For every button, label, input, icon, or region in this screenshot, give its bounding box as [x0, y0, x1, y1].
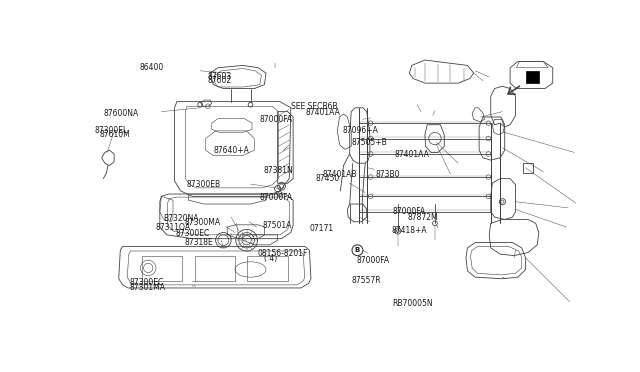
Text: 87300EC: 87300EC	[129, 279, 164, 288]
Text: 87603: 87603	[208, 72, 232, 81]
Polygon shape	[525, 71, 539, 83]
Text: 87381N: 87381N	[264, 166, 293, 175]
Text: 87096+A: 87096+A	[343, 126, 379, 135]
Text: 87450: 87450	[316, 174, 340, 183]
Text: 08156-8201F: 08156-8201F	[257, 249, 308, 258]
Bar	[248, 256, 288, 281]
Text: 87602: 87602	[208, 76, 232, 85]
Text: 87505+B: 87505+B	[352, 138, 388, 147]
Text: 87401AB: 87401AB	[322, 170, 356, 179]
Bar	[195, 256, 235, 281]
Text: 87000FA: 87000FA	[260, 193, 292, 202]
Text: 87000FA: 87000FA	[356, 256, 390, 264]
Text: 07171: 07171	[310, 224, 334, 233]
Text: 87610M: 87610M	[100, 130, 131, 140]
Text: 87300EB: 87300EB	[187, 180, 221, 189]
Text: 87311QA: 87311QA	[156, 223, 191, 232]
Text: 87418+A: 87418+A	[392, 226, 427, 235]
Text: 87640+A: 87640+A	[214, 146, 250, 155]
Text: B7320NA: B7320NA	[163, 214, 199, 223]
Text: 87557R: 87557R	[352, 276, 381, 285]
Text: 87401AA: 87401AA	[306, 108, 340, 117]
Text: 86400: 86400	[140, 63, 164, 72]
Text: 87300EL: 87300EL	[95, 126, 128, 135]
Bar	[142, 256, 182, 281]
Text: 87000FA: 87000FA	[260, 115, 292, 124]
Text: B: B	[355, 247, 360, 253]
Text: 873B0: 873B0	[375, 170, 399, 179]
Text: 87300MA: 87300MA	[184, 218, 220, 227]
Text: 87300EC: 87300EC	[175, 229, 209, 238]
Text: RB70005N: RB70005N	[392, 299, 433, 308]
Text: 87600NA: 87600NA	[104, 109, 139, 118]
Text: 87000FA: 87000FA	[392, 207, 426, 216]
Text: 87401AA: 87401AA	[395, 150, 430, 158]
Text: 87872M: 87872M	[408, 212, 438, 222]
Text: 87318E: 87318E	[184, 238, 213, 247]
Text: ( 4): ( 4)	[264, 254, 276, 263]
Text: 87501A: 87501A	[262, 221, 292, 230]
Text: 87301MA: 87301MA	[129, 283, 166, 292]
Text: SEE SECB6B: SEE SECB6B	[291, 102, 337, 111]
